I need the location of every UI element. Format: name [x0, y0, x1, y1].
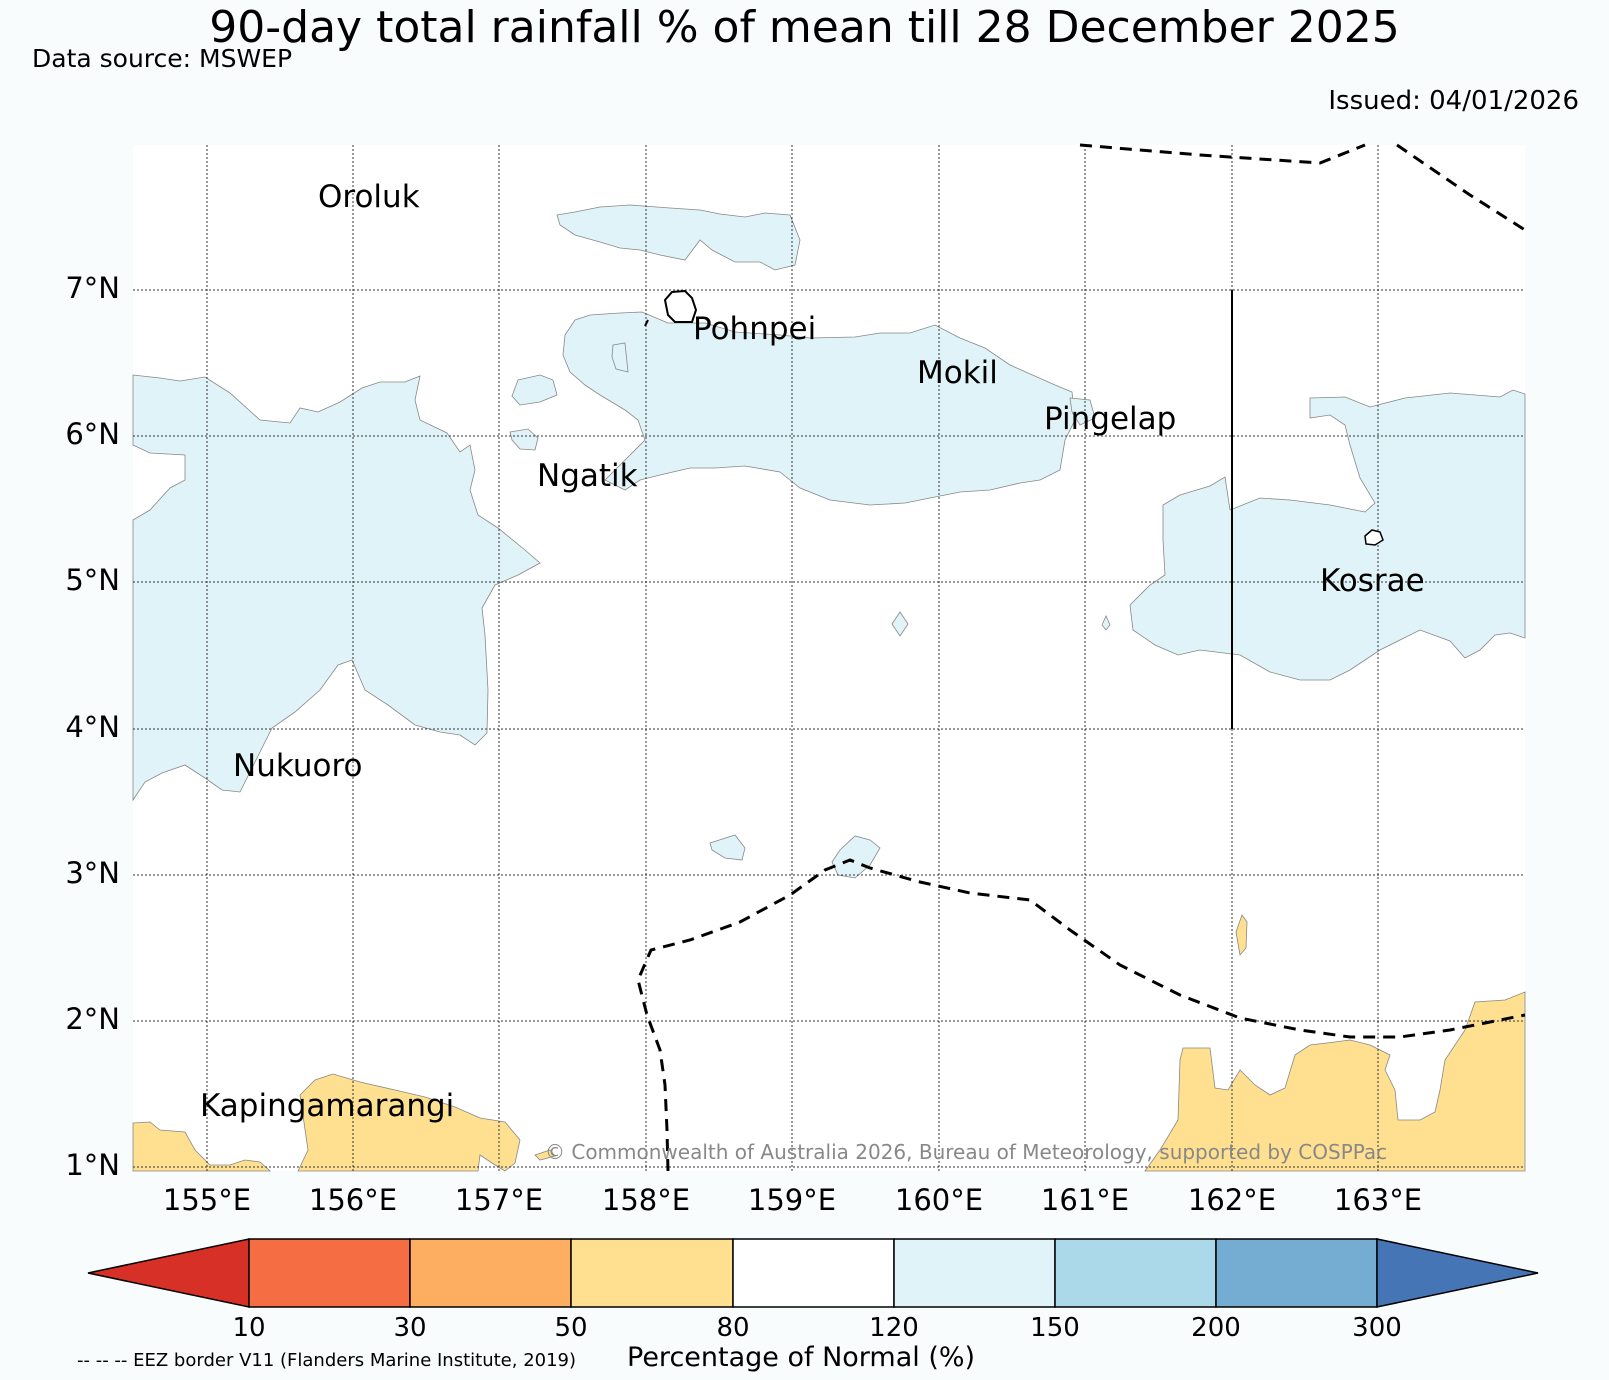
place-label-kapingamarangi: Kapingamarangi [200, 1088, 455, 1124]
lat-label: 6°N [65, 417, 120, 451]
place-label-pingelap: Pingelap [1044, 401, 1177, 437]
lon-label: 161°E [1040, 1183, 1130, 1217]
colorbar-tick: 120 [869, 1313, 919, 1343]
lon-label: 163°E [1333, 1183, 1423, 1217]
colorbar-tick: 150 [1030, 1313, 1080, 1343]
southwest-yellow-region [132, 1121, 272, 1172]
island-mark [644, 319, 649, 327]
colorbar-150-200 [1054, 1238, 1217, 1308]
copyright-notice: © Commonwealth of Australia 2026, Bureau… [545, 1140, 1388, 1164]
above-normal-regions [132, 204, 1526, 879]
small-blue-patch [891, 611, 909, 637]
southeast-yellow-region [1144, 991, 1526, 1172]
colorbar-tick: 50 [554, 1313, 588, 1343]
colorbar-30-50 [409, 1238, 572, 1308]
lat-label: 3°N [65, 856, 120, 890]
colorbar-tick: 200 [1191, 1313, 1241, 1343]
west-blue-region [132, 374, 541, 802]
place-label-oroluk: Oroluk [318, 179, 420, 215]
pohnpei-blue-region [562, 311, 1076, 506]
colorbar-below-10 [87, 1238, 250, 1308]
small-blue-patch [709, 834, 746, 861]
colorbar-120-150 [893, 1238, 1056, 1308]
colorbar-above-300 [1376, 1238, 1539, 1308]
eez-border [636, 143, 1526, 1172]
colorbar-tick: 10 [232, 1313, 266, 1343]
colorbar-200-300 [1215, 1238, 1378, 1308]
kosrae-blue-region [1129, 389, 1526, 681]
place-label-mokil: Mokil [917, 355, 998, 391]
small-blue-patch [831, 835, 881, 879]
lon-label: 159°E [747, 1183, 837, 1217]
lon-label: 155°E [162, 1183, 252, 1217]
small-blue-patch [611, 342, 629, 373]
small-blue-patch [509, 428, 539, 451]
colorbar-tick: 30 [393, 1313, 427, 1343]
data-source: Data source: MSWEP [32, 44, 293, 73]
map-title: 90-day total rainfall % of mean till 28 … [209, 2, 1400, 53]
lat-label: 2°N [65, 1002, 120, 1036]
small-blue-patch [1101, 615, 1111, 631]
lat-label: 7°N [65, 271, 120, 305]
eez-legend-note: -- -- -- EEZ border V11 (Flanders Marine… [77, 1350, 577, 1371]
place-label-nukuoro: Nukuoro [233, 748, 363, 784]
colorbar-50-80 [570, 1238, 734, 1308]
lon-label: 157°E [454, 1183, 544, 1217]
colorbar-80-120 [732, 1238, 895, 1308]
place-label-ngatik: Ngatik [537, 458, 638, 494]
issued-date: Issued: 04/01/2026 [1328, 86, 1579, 116]
kosrae-island [1364, 529, 1384, 546]
small-yellow-patch [534, 1149, 556, 1161]
colorbar-label: Percentage of Normal (%) [627, 1342, 976, 1373]
lat-label: 4°N [65, 710, 120, 744]
lon-label: 162°E [1187, 1183, 1277, 1217]
small-blue-patch [511, 374, 558, 406]
place-label-kosrae: Kosrae [1320, 563, 1425, 599]
lon-label: 160°E [894, 1183, 984, 1217]
small-blue-patch [1069, 397, 1096, 426]
colorbar [87, 1238, 1539, 1308]
pohnpei-island [663, 289, 698, 323]
colorbar-10-30 [248, 1238, 411, 1308]
lat-label: 5°N [65, 563, 120, 597]
lon-label: 156°E [308, 1183, 398, 1217]
small-yellow-patch [1235, 914, 1248, 956]
north-blue-region [556, 204, 801, 271]
place-label-pohnpei: Pohnpei [693, 311, 817, 347]
colorbar-tick: 300 [1352, 1313, 1402, 1343]
colorbar-tick: 80 [716, 1313, 750, 1343]
lat-label: 1°N [65, 1148, 120, 1182]
lon-label: 158°E [601, 1183, 691, 1217]
